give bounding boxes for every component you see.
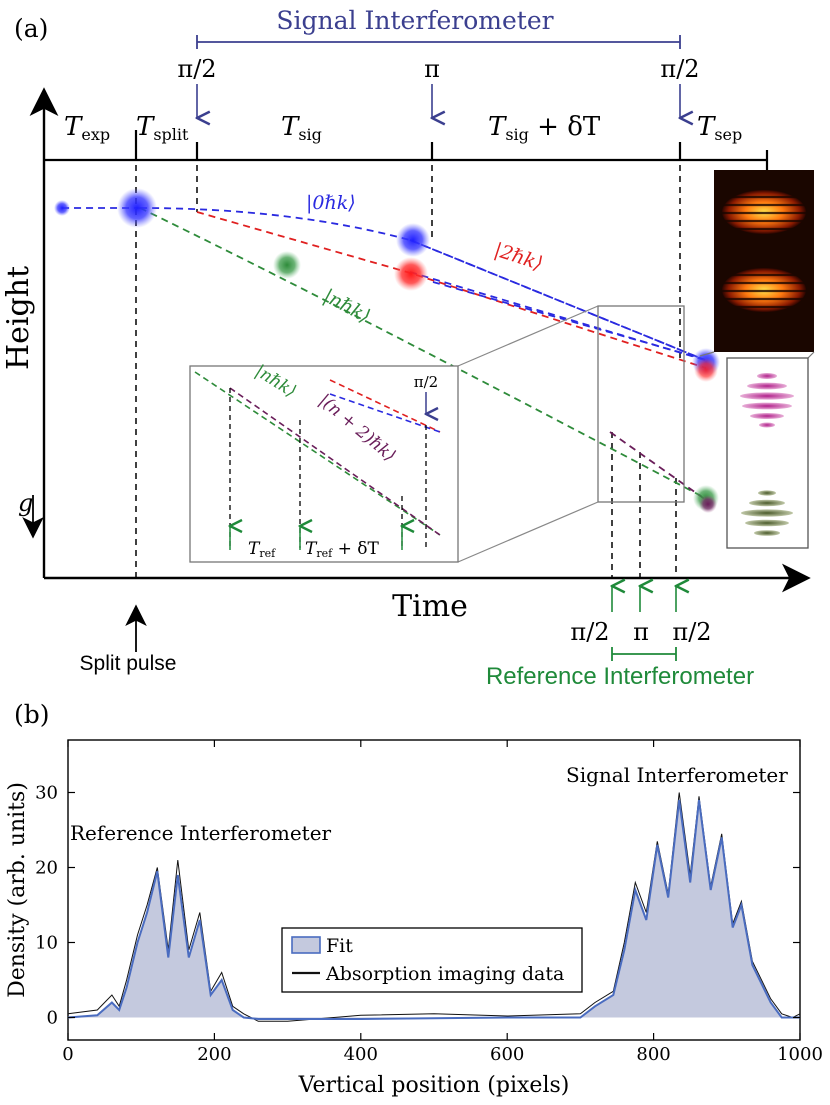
chart-ticks: 0 200 400 600 800 1000 0 10 20 30 bbox=[35, 740, 823, 1065]
inset-t-ref: Tref bbox=[248, 539, 276, 560]
absorption-data-line bbox=[67, 792, 801, 1022]
x-tick-label: 1000 bbox=[777, 1044, 823, 1065]
state-label-two: |2ℏk⟩ bbox=[491, 239, 545, 275]
fit-line bbox=[67, 799, 800, 1020]
panel-a-axes bbox=[29, 87, 811, 593]
x-tick-label: 800 bbox=[636, 1044, 670, 1065]
state-label-zero: |0ℏk⟩ bbox=[306, 192, 356, 214]
x-axis-label: Vertical position (pixels) bbox=[298, 1073, 570, 1098]
bottom-pulse-arrows bbox=[612, 586, 676, 612]
bottom-pulse-label-3: π/2 bbox=[672, 618, 711, 646]
reference-annotation: Reference Interferometer bbox=[70, 821, 332, 845]
x-tick-label: 200 bbox=[197, 1044, 231, 1065]
fit-fill bbox=[68, 800, 800, 1019]
top-pulse-label-1: π/2 bbox=[177, 55, 216, 83]
segment-t-split: Tsplit bbox=[136, 112, 189, 144]
legend-fit-label: Fit bbox=[326, 935, 353, 957]
x-tick-label: 600 bbox=[490, 1044, 524, 1065]
axis-label-height: Height bbox=[1, 266, 36, 370]
split-pulse-label: Split pulse bbox=[80, 652, 177, 675]
legend-data-label: Absorption imaging data bbox=[325, 963, 564, 985]
inset-pulse-label: π/2 bbox=[414, 373, 438, 391]
chart-lines bbox=[67, 792, 801, 1022]
gravity-label: g bbox=[18, 489, 33, 517]
segment-t-exp: Texp bbox=[64, 112, 110, 144]
x-tick-label: 0 bbox=[62, 1044, 73, 1065]
signal-annotation: Signal Interferometer bbox=[566, 763, 788, 787]
y-tick-label: 0 bbox=[47, 1008, 58, 1029]
top-pulse-arrows bbox=[197, 84, 680, 118]
inset bbox=[189, 365, 459, 563]
n2-state-branch bbox=[609, 431, 707, 501]
timeline-bar bbox=[44, 130, 769, 170]
legend-fit-swatch bbox=[291, 936, 321, 954]
segment-t-sep: Tsep bbox=[697, 112, 742, 144]
state-label-n: |nℏk⟩ bbox=[320, 285, 374, 328]
segment-t-sig-dt: Tsig + δT bbox=[488, 112, 601, 144]
segment-t-sig: Tsig bbox=[281, 112, 322, 144]
signal-interferometer-title: Signal Interferometer bbox=[276, 6, 553, 35]
density-chart: 0 200 400 600 800 1000 0 10 20 30 bbox=[35, 739, 823, 1065]
simulated-fringes bbox=[726, 357, 809, 549]
reference-bracket bbox=[611, 647, 677, 661]
absorption-image bbox=[714, 170, 814, 352]
axis-label-time: Time bbox=[392, 589, 468, 624]
y-tick-label: 20 bbox=[35, 858, 58, 879]
y-axis-label: Density (arb. units) bbox=[5, 782, 30, 998]
panel-a-label: (a) bbox=[14, 14, 48, 43]
top-pulse-label-3: π/2 bbox=[660, 55, 699, 83]
y-tick-label: 30 bbox=[35, 783, 58, 804]
x-tick-label: 400 bbox=[344, 1044, 378, 1065]
inset-t-ref-dt: Tref + δT bbox=[305, 539, 379, 560]
fit-area bbox=[68, 800, 800, 1019]
image-connectors bbox=[699, 351, 815, 359]
atom-clouds bbox=[54, 188, 720, 513]
top-pulse-label-2: π bbox=[424, 55, 440, 83]
zoom-region bbox=[597, 305, 685, 503]
chart-legend: Fit Absorption imaging data bbox=[281, 927, 583, 993]
signal-bracket bbox=[196, 35, 681, 49]
time-marker-lines bbox=[135, 165, 681, 578]
bottom-pulse-label-2: π bbox=[633, 618, 649, 646]
panel-b-label: (b) bbox=[14, 700, 50, 729]
bottom-pulse-label-1: π/2 bbox=[570, 618, 609, 646]
y-tick-label: 10 bbox=[35, 933, 58, 954]
reference-interferometer-title: Reference Interferometer bbox=[486, 663, 754, 690]
zoom-connectors bbox=[457, 305, 599, 563]
